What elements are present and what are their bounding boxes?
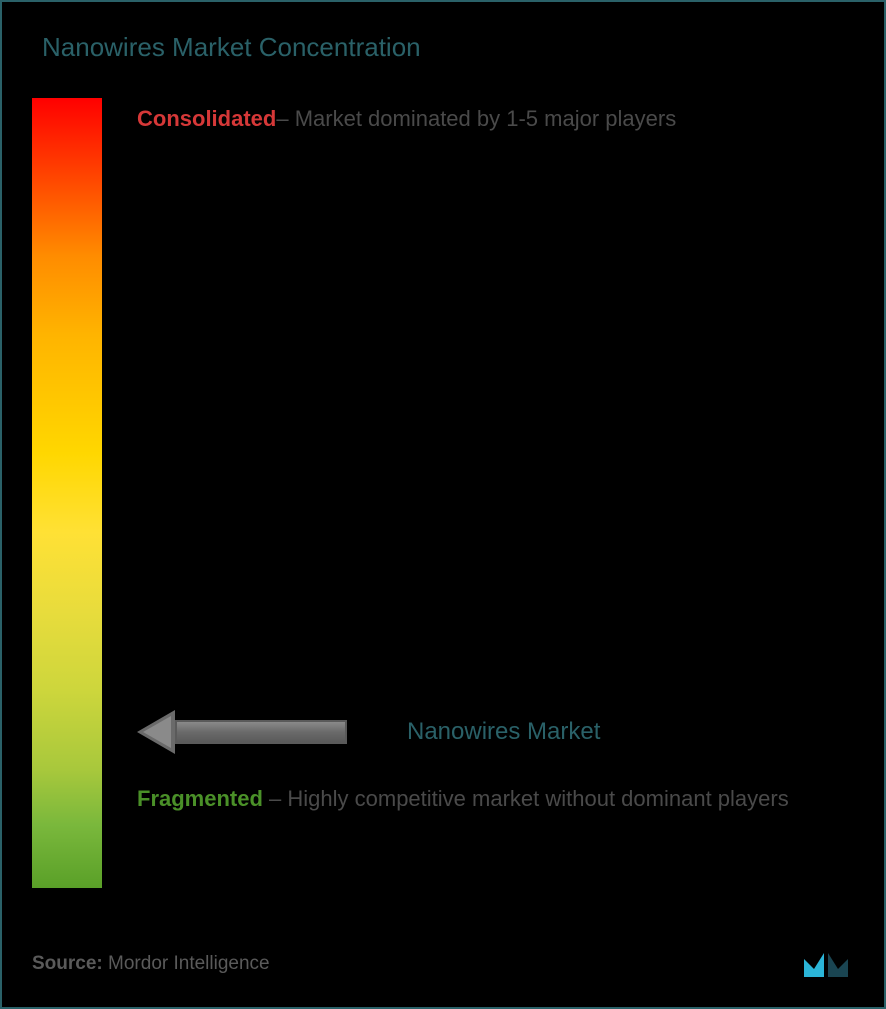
company-logo xyxy=(802,949,854,979)
arrow-icon xyxy=(137,718,347,746)
content-area: Consolidated– Market dominated by 1-5 ma… xyxy=(32,98,854,888)
source-value: Mordor Intelligence xyxy=(103,953,270,974)
consolidated-label: Consolidated xyxy=(137,106,276,131)
concentration-gradient-bar xyxy=(32,98,102,888)
fragmented-description: – Highly competitive market without domi… xyxy=(263,786,789,811)
chart-title: Nanowires Market Concentration xyxy=(42,32,854,63)
arrow-head xyxy=(137,710,175,754)
source-label: Source: xyxy=(32,953,103,974)
consolidated-description: – Market dominated by 1-5 major players xyxy=(276,106,676,131)
main-container: Nanowires Market Concentration Consolida… xyxy=(0,0,886,1009)
market-name-label: Nanowires Market xyxy=(407,718,600,746)
text-area: Consolidated– Market dominated by 1-5 ma… xyxy=(102,98,854,888)
source-attribution: Source: Mordor Intelligence xyxy=(32,953,270,975)
fragmented-section: Fragmented – Highly competitive market w… xyxy=(137,778,854,820)
market-position-indicator: Nanowires Market xyxy=(137,718,600,746)
fragmented-label: Fragmented xyxy=(137,786,263,811)
footer: Source: Mordor Intelligence xyxy=(32,949,854,979)
consolidated-section: Consolidated– Market dominated by 1-5 ma… xyxy=(137,98,854,140)
logo-icon xyxy=(802,949,850,979)
arrow-body xyxy=(175,720,347,744)
